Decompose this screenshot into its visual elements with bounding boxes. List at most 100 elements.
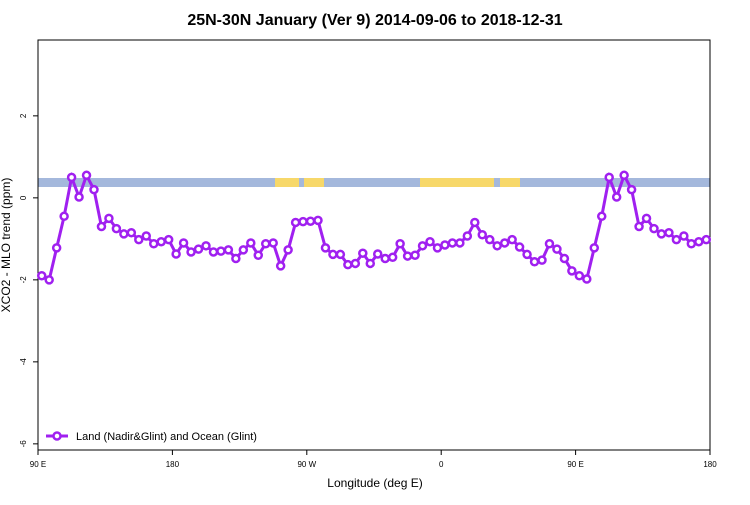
data-point bbox=[313, 215, 323, 226]
data-point bbox=[694, 236, 704, 247]
data-point bbox=[372, 249, 383, 259]
y-tick-label: -6 bbox=[19, 440, 28, 448]
data-point bbox=[484, 234, 495, 245]
data-point bbox=[253, 250, 264, 260]
data-point bbox=[596, 211, 607, 222]
data-point bbox=[440, 240, 450, 250]
data-point bbox=[514, 242, 525, 252]
data-point bbox=[305, 216, 316, 226]
data-point bbox=[701, 234, 712, 245]
data-point bbox=[626, 184, 637, 195]
data-point bbox=[574, 271, 585, 281]
data-point bbox=[455, 238, 465, 248]
y-tick-label: -2 bbox=[19, 276, 28, 284]
data-point bbox=[320, 243, 331, 253]
data-point bbox=[104, 213, 114, 224]
data-point bbox=[679, 231, 689, 241]
data-point bbox=[59, 211, 69, 222]
data-point bbox=[74, 192, 84, 202]
x-tick-label: 90 E bbox=[567, 460, 583, 469]
data-point bbox=[559, 253, 570, 264]
data-point bbox=[66, 172, 77, 183]
data-point bbox=[522, 249, 532, 260]
data-point bbox=[641, 213, 652, 224]
data-point bbox=[470, 217, 480, 228]
y-axis-label: XCO2 - MLO trend (ppm) bbox=[0, 178, 13, 313]
data-point bbox=[335, 249, 346, 260]
x-tick-label: 90 W bbox=[297, 460, 316, 469]
data-point bbox=[51, 243, 62, 253]
data-point bbox=[156, 236, 166, 247]
x-tick-label: 180 bbox=[703, 460, 717, 469]
data-point bbox=[552, 244, 562, 254]
data-point bbox=[447, 238, 458, 248]
data-point bbox=[387, 252, 398, 263]
data-point bbox=[365, 258, 376, 269]
data-point bbox=[343, 259, 353, 270]
data-point bbox=[380, 253, 390, 264]
data-point bbox=[186, 247, 196, 257]
data-point bbox=[395, 239, 405, 249]
plot-frame bbox=[37, 39, 711, 451]
data-point bbox=[656, 229, 667, 239]
data-point bbox=[134, 234, 144, 245]
y-tick-label: -4 bbox=[19, 358, 28, 366]
data-point bbox=[148, 239, 159, 249]
data-point bbox=[537, 255, 547, 265]
data-point bbox=[358, 248, 368, 258]
data-point bbox=[350, 258, 361, 269]
data-point bbox=[283, 245, 293, 255]
y-tick-label: 2 bbox=[19, 113, 28, 118]
x-tick-label: 90 E bbox=[30, 460, 46, 469]
y-tick-label: 0 bbox=[19, 195, 28, 200]
data-point bbox=[582, 274, 592, 284]
data-point bbox=[425, 236, 435, 247]
data-point bbox=[649, 223, 659, 234]
data-point bbox=[141, 231, 152, 241]
data-point bbox=[567, 266, 577, 276]
data-point bbox=[507, 234, 517, 245]
data-point bbox=[163, 234, 174, 245]
data-point bbox=[477, 230, 488, 240]
x-tick-label: 180 bbox=[166, 460, 180, 469]
data-point bbox=[298, 216, 308, 227]
data-point bbox=[208, 247, 219, 257]
data-point bbox=[231, 253, 241, 264]
data-point bbox=[201, 241, 211, 251]
data-point bbox=[686, 239, 697, 249]
data-point bbox=[44, 275, 54, 285]
data-point bbox=[529, 257, 540, 267]
data-point bbox=[238, 245, 249, 255]
data-point bbox=[671, 234, 682, 245]
data-point bbox=[328, 249, 338, 260]
data-point bbox=[171, 249, 181, 259]
data-point bbox=[268, 238, 278, 248]
data-point bbox=[589, 243, 600, 253]
data-point bbox=[410, 250, 420, 260]
land-ocean-strip bbox=[38, 178, 710, 187]
data-point bbox=[664, 227, 674, 238]
data-point bbox=[544, 239, 555, 249]
data-point bbox=[81, 170, 92, 181]
data-point bbox=[260, 239, 271, 249]
data-point bbox=[246, 238, 256, 248]
data-point bbox=[462, 231, 473, 241]
data-point bbox=[36, 271, 47, 281]
chart-title: 25N-30N January (Ver 9) 2014-09-06 to 20… bbox=[187, 12, 562, 29]
data-point bbox=[432, 243, 443, 253]
data-point bbox=[499, 238, 510, 248]
data-point bbox=[193, 244, 204, 254]
data-point bbox=[290, 217, 301, 228]
data-point bbox=[611, 192, 622, 202]
legend-label: Land (Nadir&Glint) and Ocean (Glint) bbox=[76, 431, 257, 443]
x-axis-label: Longitude (deg E) bbox=[327, 476, 422, 490]
data-point bbox=[634, 221, 644, 232]
data-point bbox=[126, 227, 137, 238]
data-point bbox=[216, 246, 226, 256]
data-point bbox=[619, 170, 629, 181]
data-point bbox=[119, 229, 129, 239]
data-point bbox=[89, 184, 99, 195]
data-point bbox=[178, 238, 189, 248]
legend-marker bbox=[52, 431, 62, 441]
